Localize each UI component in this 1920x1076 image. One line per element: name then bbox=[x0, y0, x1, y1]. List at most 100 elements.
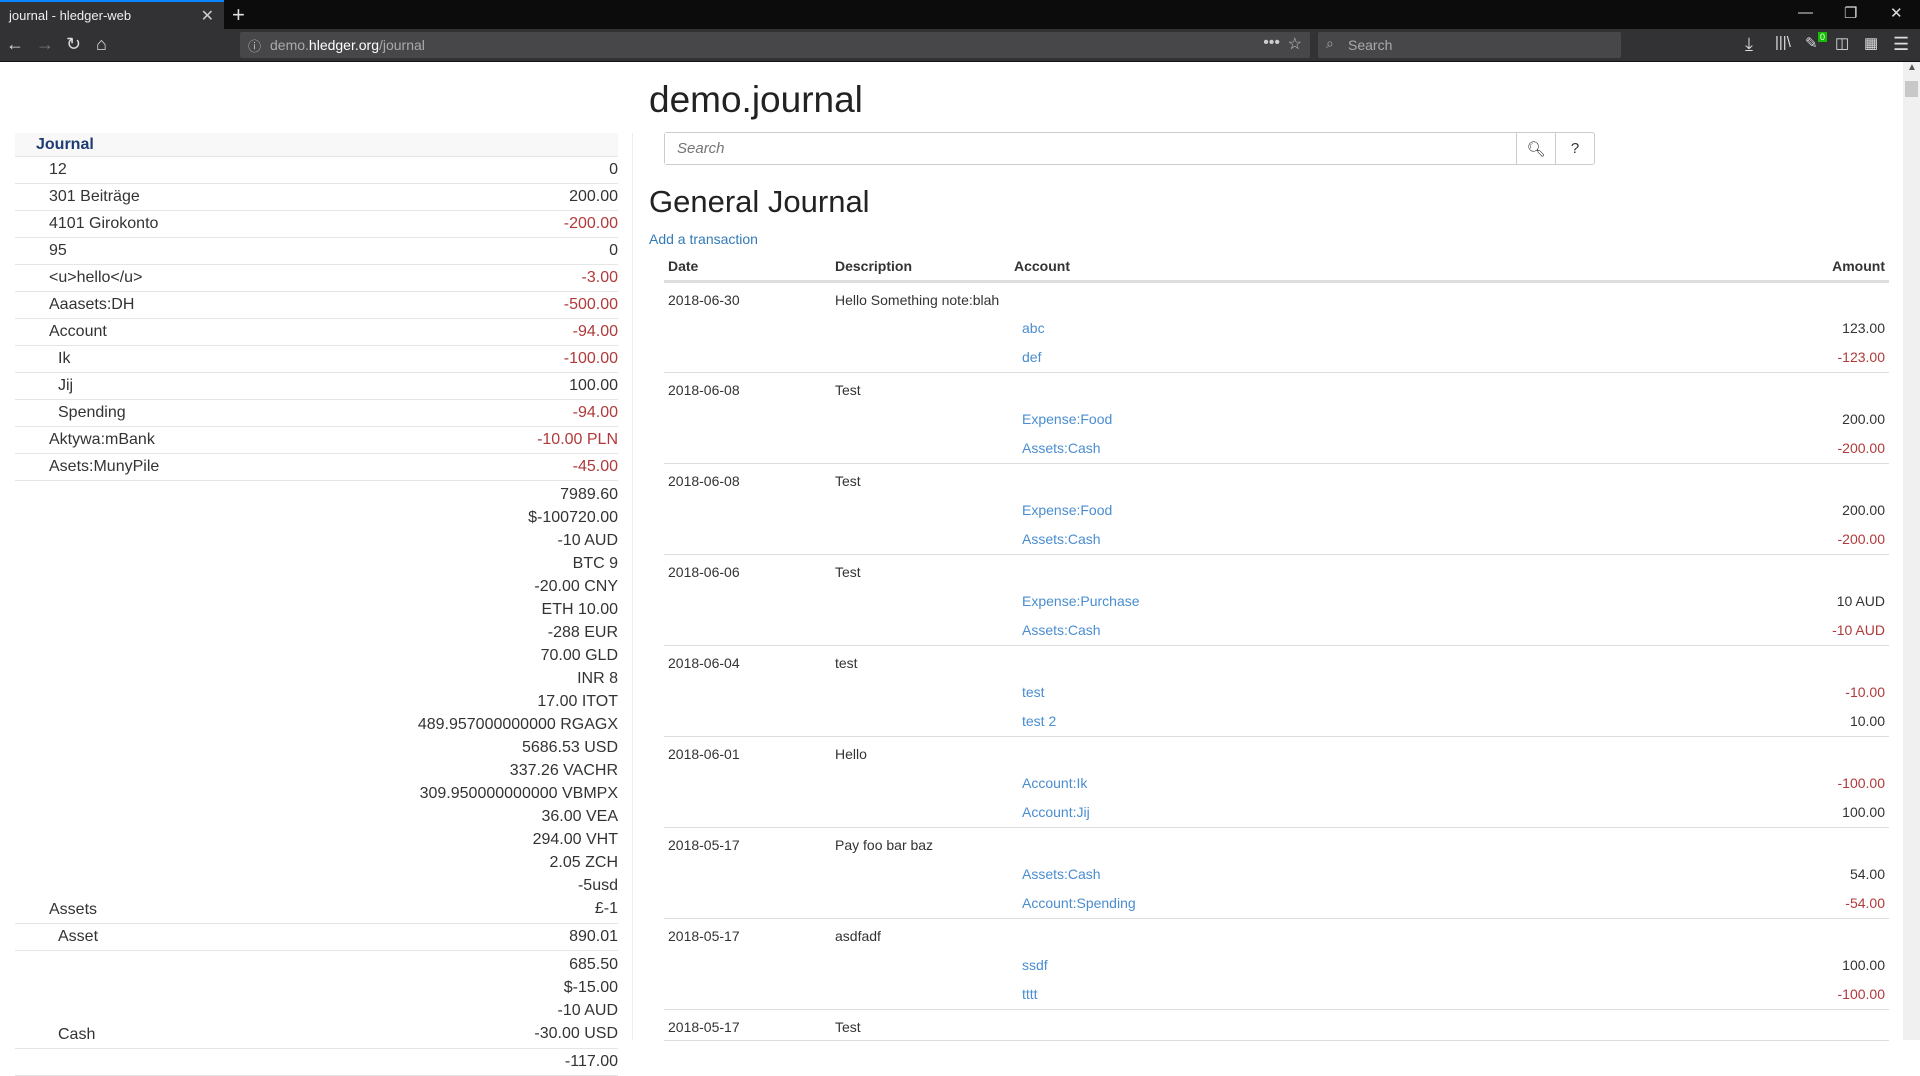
account-row[interactable]: 12 0 bbox=[15, 157, 618, 184]
menu-icon[interactable]: ☰ bbox=[1893, 34, 1910, 54]
journal-link[interactable]: Journal bbox=[36, 136, 94, 153]
account-link[interactable]: def bbox=[1022, 349, 1042, 366]
account-name[interactable]: 12 bbox=[49, 161, 67, 178]
account-name[interactable]: 301 Beiträge bbox=[49, 188, 140, 205]
account-link[interactable]: Expense:Food bbox=[1022, 501, 1113, 518]
close-tab-icon[interactable]: ✕ bbox=[200, 8, 214, 25]
info-icon[interactable]: ⓘ bbox=[248, 39, 262, 54]
downloads-icon[interactable]: ⤓ bbox=[1745, 34, 1753, 54]
account-name[interactable]: Asets:MunyPile bbox=[49, 458, 160, 475]
restore-icon[interactable]: ❐ bbox=[1844, 5, 1858, 22]
account-link[interactable]: ssdf bbox=[1022, 956, 1048, 973]
scrollbar-thumb[interactable] bbox=[1905, 81, 1918, 97]
account-link[interactable]: tttt bbox=[1022, 986, 1038, 1003]
account-row[interactable]: Asset 890.01 bbox=[15, 924, 618, 951]
balance-amount: 685.50 bbox=[569, 956, 618, 973]
account-name[interactable]: Aktywa:mBank bbox=[49, 431, 155, 448]
extension-icon[interactable]: ✎ bbox=[1805, 35, 1818, 52]
transaction-description: Hello Something note:blah bbox=[835, 291, 1000, 308]
account-link[interactable]: Assets:Cash bbox=[1022, 440, 1101, 457]
account-row[interactable]: Aktywa:mBank -10.00 PLN bbox=[15, 427, 618, 454]
empty-cell bbox=[664, 313, 831, 343]
empty-cell bbox=[664, 888, 831, 919]
posting-row: Account:Spending -54.00 bbox=[664, 888, 1889, 919]
url-bar[interactable]: ⓘ demo.hledger.org/journal ••• ☆ bbox=[240, 32, 1310, 58]
account-row[interactable]: Account -94.00 bbox=[15, 319, 618, 346]
account-link[interactable]: Account:Spending bbox=[1022, 895, 1136, 912]
account-row[interactable]: 301 Beiträge 200.00 bbox=[15, 184, 618, 211]
transaction-description: Pay foo bar baz bbox=[835, 837, 934, 854]
extensions-grid-icon[interactable]: ▦ bbox=[1864, 35, 1879, 52]
library-icon[interactable]: |||\ bbox=[1775, 34, 1791, 51]
account-name[interactable]: Spending bbox=[58, 404, 126, 421]
transaction-row: 2018-06-01 Hello bbox=[664, 737, 1889, 768]
browser-tab[interactable]: journal - hledger-web ✕ bbox=[0, 0, 224, 29]
browser-search-field[interactable]: ⌕ Search bbox=[1318, 32, 1621, 58]
bookmark-star-icon[interactable]: ☆ bbox=[1287, 36, 1302, 53]
posting-amount: 200.00 bbox=[1842, 410, 1885, 427]
account-link[interactable]: abc bbox=[1022, 319, 1045, 336]
account-link[interactable]: Assets:Cash bbox=[1022, 531, 1101, 548]
account-row[interactable]: Ik -100.00 bbox=[15, 346, 618, 373]
balance-amount: $-15.00 bbox=[563, 979, 618, 996]
account-balance: -200.00 bbox=[564, 213, 618, 234]
account-name[interactable]: Ik bbox=[58, 350, 71, 367]
account-name[interactable]: Asset bbox=[58, 928, 99, 945]
empty-cell bbox=[664, 404, 831, 434]
account-name[interactable]: Account bbox=[49, 323, 107, 340]
empty-cell bbox=[831, 433, 1010, 464]
account-link[interactable]: test bbox=[1022, 683, 1045, 700]
transaction-description: Test bbox=[835, 382, 861, 399]
account-link[interactable]: Expense:Purchase bbox=[1022, 592, 1140, 609]
account-link[interactable]: Assets:Cash bbox=[1022, 865, 1101, 882]
account-row[interactable]: 4101 Girokonto -200.00 bbox=[15, 211, 618, 238]
account-link[interactable]: Assets:Cash bbox=[1022, 622, 1101, 639]
account-row[interactable]: Aaasets:DH -500.00 bbox=[15, 292, 618, 319]
page-actions-icon[interactable]: ••• bbox=[1263, 34, 1280, 51]
account-name[interactable]: <u>hello</u> bbox=[49, 269, 143, 286]
account-balance: -100.00 bbox=[564, 348, 618, 369]
account-balance: 685.50 $-15.00 -10 AUD -30.00 USD bbox=[534, 953, 618, 1045]
window-close-icon[interactable]: ✕ bbox=[1890, 5, 1903, 22]
account-name[interactable]: Jij bbox=[58, 377, 74, 394]
sidebar-toggle-icon[interactable]: ◫ bbox=[1835, 35, 1850, 52]
account-row[interactable]: Spending -94.00 bbox=[15, 400, 618, 427]
account-link[interactable]: Account:Ik bbox=[1022, 774, 1088, 791]
add-transaction-link[interactable]: Add a transaction bbox=[649, 231, 758, 247]
col-amount: Amount bbox=[1613, 252, 1889, 283]
transaction-row: 2018-06-04 test bbox=[664, 646, 1889, 677]
search-input[interactable] bbox=[665, 133, 1516, 164]
scrollbar[interactable]: ▲ bbox=[1903, 62, 1920, 1040]
home-icon[interactable]: ⌂ bbox=[96, 34, 107, 54]
scroll-up-icon[interactable]: ▲ bbox=[1907, 62, 1917, 73]
account-name[interactable]: 95 bbox=[49, 242, 67, 259]
new-tab-icon[interactable]: + bbox=[232, 2, 245, 27]
account-name[interactable]: Cash bbox=[58, 1026, 96, 1043]
help-button[interactable]: ? bbox=[1555, 133, 1594, 164]
posting-row: Assets:Cash -200.00 bbox=[664, 524, 1889, 555]
account-name[interactable]: Aaasets:DH bbox=[49, 296, 135, 313]
account-row[interactable]: <u>hello</u> -3.00 bbox=[15, 265, 618, 292]
account-balance: 0 bbox=[609, 159, 618, 180]
forward-icon[interactable]: → bbox=[36, 34, 54, 54]
account-link[interactable]: test 2 bbox=[1022, 713, 1057, 730]
account-row[interactable]: Assets 7989.60 $-100720.00 -10 AUD BTC 9 -20.… bbox=[15, 481, 618, 924]
account-row[interactable]: Cash 685.50 $-15.00 -10 AUD -30.00 USD bbox=[15, 951, 618, 1049]
account-row[interactable]: Jij 100.00 bbox=[15, 373, 618, 400]
account-balance: -10.00 PLN bbox=[537, 429, 618, 450]
account-name[interactable]: Assets bbox=[49, 901, 98, 918]
posting-amount: -123.00 bbox=[1613, 342, 1889, 373]
account-link[interactable]: Expense:Food bbox=[1022, 410, 1113, 427]
search-button[interactable]: 🔍︎ bbox=[1516, 133, 1555, 164]
account-link[interactable]: Account:Jij bbox=[1022, 804, 1090, 821]
account-row[interactable]: Asets:MunyPile -45.00 bbox=[15, 454, 618, 481]
back-icon[interactable]: ← bbox=[6, 34, 24, 54]
balance-amount: 100.00 bbox=[569, 377, 618, 394]
account-name[interactable]: 4101 Girokonto bbox=[49, 215, 159, 232]
minimize-icon[interactable]: — bbox=[1798, 4, 1813, 21]
reload-icon[interactable]: ↻ bbox=[66, 34, 82, 54]
account-row[interactable]: -117.00 bbox=[15, 1049, 618, 1076]
account-row[interactable]: 95 0 bbox=[15, 238, 618, 265]
posting-row: test -10.00 bbox=[664, 677, 1889, 707]
empty-cell bbox=[831, 768, 1010, 798]
